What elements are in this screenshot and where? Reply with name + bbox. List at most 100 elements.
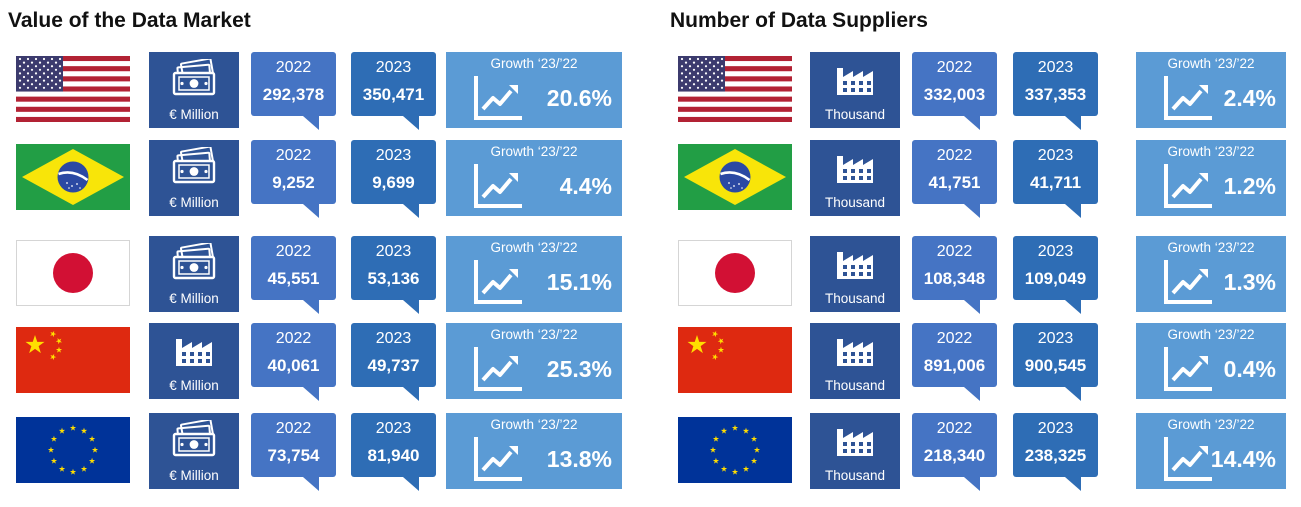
year-value: 41,711	[1029, 173, 1082, 192]
year-2022-bubble: 2022 108,348	[912, 236, 997, 314]
growth-label: Growth ‘23/’22	[1167, 56, 1255, 71]
year-label: 2022	[275, 330, 312, 347]
country-row: Thousand 2022 891,006 2023 900,545 Growt…	[662, 323, 1301, 403]
factory-icon	[832, 420, 878, 458]
year-label: 2023	[375, 243, 412, 260]
factory-icon	[832, 330, 878, 368]
growth-value: 2.4%	[1223, 85, 1276, 111]
eu-flag-icon	[16, 417, 130, 483]
unit-box: € Million	[149, 413, 239, 489]
growth-value: 4.4%	[559, 173, 612, 199]
year-label: 2023	[1037, 243, 1074, 260]
growth-box: Growth ‘23/’22 1.2%	[1136, 140, 1286, 216]
growth-label: Growth ‘23/’22	[1167, 144, 1255, 159]
year-2022-bubble: 2022 292,378	[251, 52, 336, 130]
growth-label: Growth ‘23/’22	[490, 56, 578, 71]
growth-label: Growth ‘23/’22	[1167, 327, 1255, 342]
year-label: 2022	[936, 59, 973, 76]
year-label: 2022	[936, 147, 973, 164]
growth-box: Growth ‘23/’22 1.3%	[1136, 236, 1286, 312]
growth-box: Growth ‘23/’22 14.4%	[1136, 413, 1286, 489]
year-2023-bubble: 2023 49,737	[351, 323, 436, 401]
year-2023-bubble: 2023 350,471	[351, 52, 436, 130]
year-2022-bubble: 2022 73,754	[251, 413, 336, 491]
growth-value: 1.3%	[1223, 269, 1276, 295]
country-row: € Million 2022 40,061 2023 49,737 Growth…	[0, 323, 640, 403]
growth-label: Growth ‘23/’22	[490, 417, 578, 432]
banknotes-icon	[171, 145, 217, 185]
year-2022-bubble: 2022 9,252	[251, 140, 336, 218]
year-2023-bubble: 2023 41,711	[1013, 140, 1098, 218]
unit-box: Thousand	[810, 323, 900, 399]
unit-label: € Million	[169, 468, 219, 483]
year-label: 2023	[375, 420, 412, 437]
year-value: 9,252	[272, 173, 315, 192]
growth-chart-icon	[472, 162, 524, 210]
unit-label: Thousand	[824, 378, 886, 393]
year-value: 109,049	[1024, 269, 1087, 288]
brazil-flag-icon	[16, 144, 130, 210]
unit-box: Thousand	[810, 52, 900, 128]
unit-box: Thousand	[810, 413, 900, 489]
year-2022-bubble: 2022 41,751	[912, 140, 997, 218]
country-row: Thousand 2022 332,003 2023 337,353 Growt…	[662, 52, 1301, 132]
growth-value: 20.6%	[546, 85, 612, 111]
year-value: 73,754	[267, 446, 320, 465]
japan-flag-icon	[678, 240, 792, 306]
growth-chart-icon	[1162, 435, 1214, 483]
unit-box: € Million	[149, 323, 239, 399]
year-value: 891,006	[923, 356, 986, 375]
unit-box: € Million	[149, 236, 239, 312]
year-value: 40,061	[267, 356, 320, 375]
banknotes-icon	[171, 241, 217, 281]
unit-label: € Million	[169, 195, 219, 210]
year-2022-bubble: 2022 45,551	[251, 236, 336, 314]
us-flag-icon	[16, 56, 130, 122]
growth-value: 0.4%	[1223, 356, 1276, 382]
year-2022-bubble: 2022 332,003	[912, 52, 997, 130]
year-2022-bubble: 2022 218,340	[912, 413, 997, 491]
factory-icon	[171, 330, 217, 368]
growth-box: Growth ‘23/’22 25.3%	[446, 323, 622, 399]
us-flag-icon	[678, 56, 792, 122]
data-market-value-panel: Value of the Data Market € Million 2022 …	[0, 0, 640, 507]
growth-chart-icon	[1162, 162, 1214, 210]
year-2023-bubble: 2023 9,699	[351, 140, 436, 218]
growth-label: Growth ‘23/’22	[490, 327, 578, 342]
country-row: € Million 2022 73,754 2023 81,940 Growth…	[0, 413, 640, 493]
year-value: 350,471	[362, 85, 425, 104]
country-row: € Million 2022 292,378 2023 350,471 Grow…	[0, 52, 640, 132]
unit-label: € Million	[169, 107, 219, 122]
unit-box: € Million	[149, 140, 239, 216]
growth-box: Growth ‘23/’22 20.6%	[446, 52, 622, 128]
year-value: 41,751	[928, 173, 981, 192]
year-2023-bubble: 2023 337,353	[1013, 52, 1098, 130]
year-value: 45,551	[267, 269, 320, 288]
unit-label: Thousand	[824, 291, 886, 306]
year-value: 108,348	[923, 269, 986, 288]
country-row: € Million 2022 45,551 2023 53,136 Growth…	[0, 236, 640, 316]
brazil-flag-icon	[678, 144, 792, 210]
year-label: 2023	[1037, 59, 1074, 76]
growth-box: Growth ‘23/’22 13.8%	[446, 413, 622, 489]
year-label: 2023	[1037, 330, 1074, 347]
growth-label: Growth ‘23/’22	[490, 144, 578, 159]
growth-box: Growth ‘23/’22 2.4%	[1136, 52, 1286, 128]
growth-chart-icon	[472, 345, 524, 393]
unit-label: € Million	[169, 378, 219, 393]
unit-label: Thousand	[824, 468, 886, 483]
factory-icon	[832, 243, 878, 281]
year-label: 2022	[275, 420, 312, 437]
banknotes-icon	[171, 57, 217, 97]
year-2023-bubble: 2023 53,136	[351, 236, 436, 314]
year-value: 53,136	[367, 269, 420, 288]
year-label: 2023	[375, 59, 412, 76]
banknotes-icon	[171, 418, 217, 458]
year-label: 2022	[275, 147, 312, 164]
year-label: 2023	[1037, 147, 1074, 164]
year-value: 337,353	[1024, 85, 1087, 104]
growth-chart-icon	[472, 435, 524, 483]
factory-icon	[832, 147, 878, 185]
country-row: Thousand 2022 41,751 2023 41,711 Growth …	[662, 140, 1301, 220]
growth-value: 25.3%	[546, 356, 612, 382]
